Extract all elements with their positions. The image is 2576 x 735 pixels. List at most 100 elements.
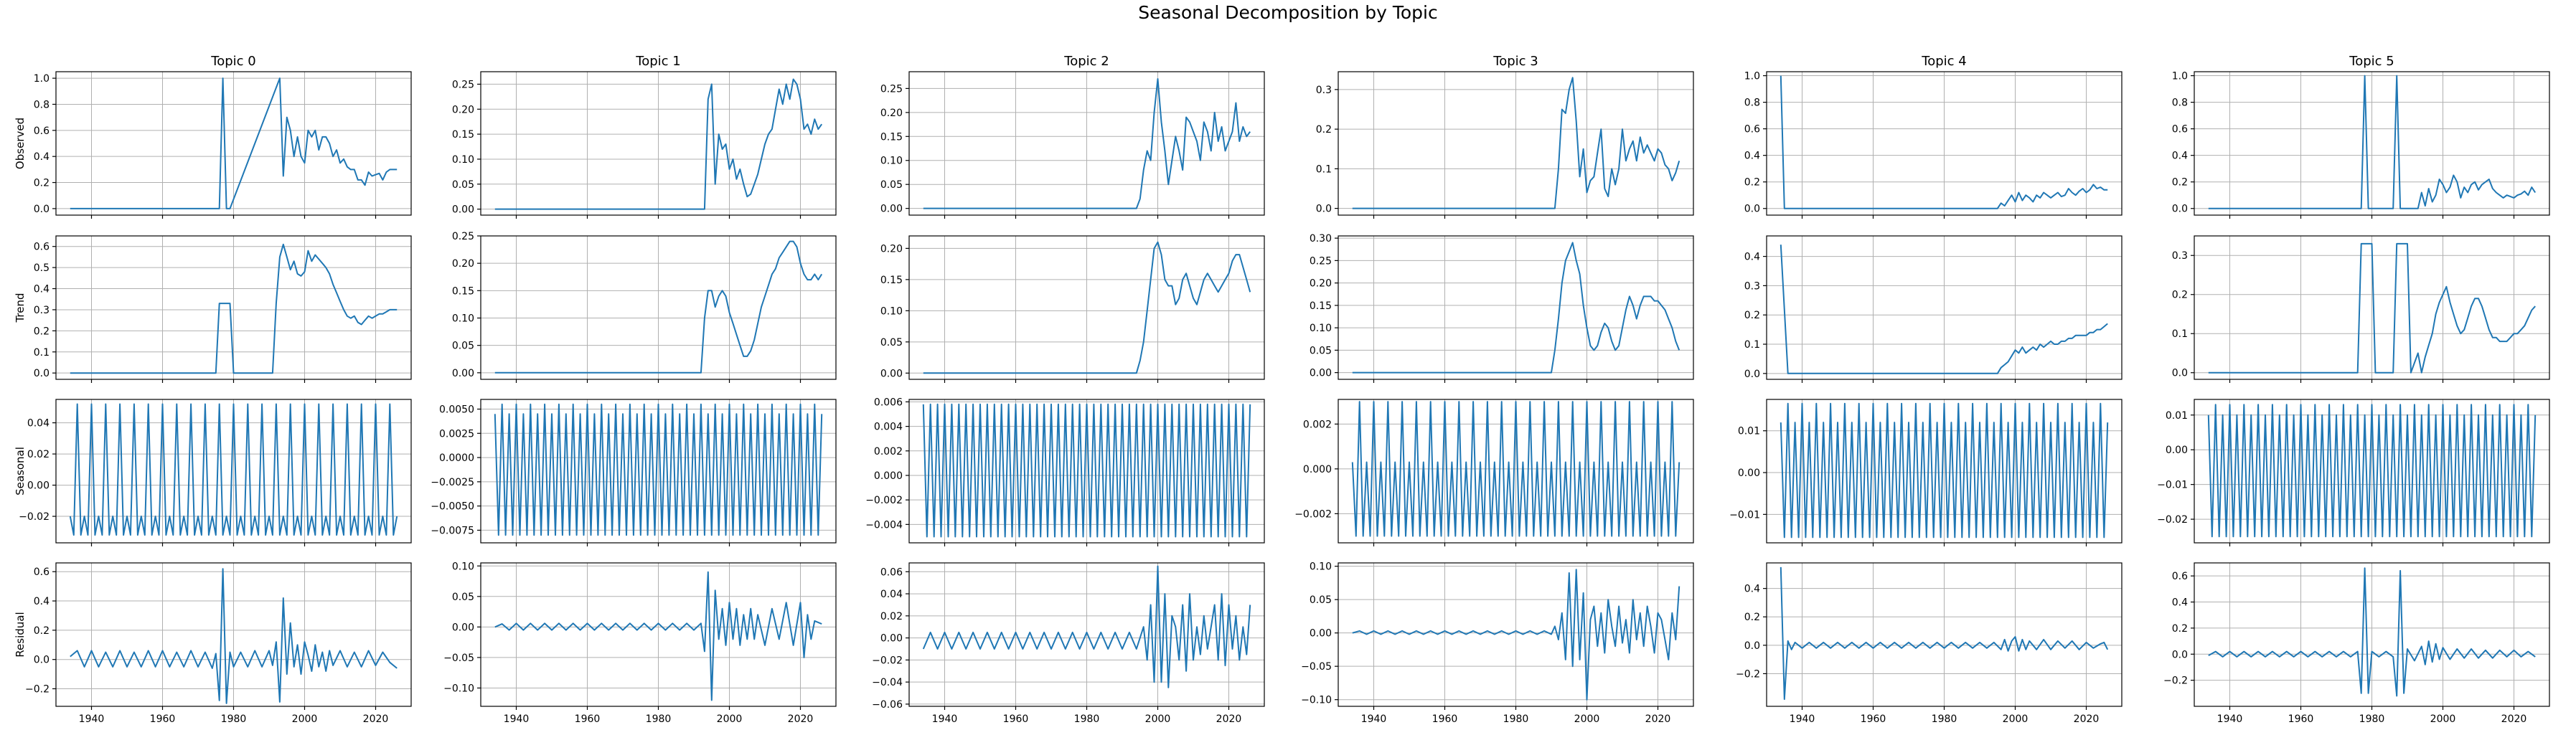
series-line-trend (2208, 242, 2536, 374)
y-tick-label: 0.10 (1310, 561, 1332, 573)
topic-title: Topic 1 (635, 54, 680, 69)
series-line-residual (2208, 567, 2536, 697)
x-tick-label: 1980 (1932, 713, 1957, 725)
y-tick-label: 0.01 (2166, 410, 2188, 422)
y-tick-label: 0.20 (880, 108, 903, 119)
axes-frame (480, 562, 837, 707)
x-tick-label: 1960 (1432, 713, 1458, 725)
y-tick-label: −0.10 (1301, 695, 1332, 706)
axes-frame (480, 235, 837, 380)
panel-observed: 0.0 0.2 0.4 0.6 0.8 1.0 (1744, 71, 2123, 219)
row-label-seasonal: Seasonal (14, 447, 27, 495)
axes-frame (2194, 399, 2550, 544)
y-tick-label: −0.2 (25, 684, 50, 696)
y-tick-label: 1.0 (1744, 71, 1760, 82)
x-tick-label: 2000 (1574, 713, 1600, 725)
x-tick-label: 2000 (1145, 713, 1171, 725)
axes-frame (2194, 235, 2550, 380)
y-tick-label: 0.8 (1744, 98, 1760, 109)
y-tick-label: 0.002 (874, 446, 903, 457)
y-tick-label: 0.15 (880, 131, 903, 143)
panel-seasonal: −0.002 0.000 0.002 (1294, 399, 1694, 546)
y-tick-label: 0.25 (1310, 255, 1332, 267)
x-tick-label: 1940 (2217, 713, 2243, 725)
y-tick-label: −0.02 (2157, 514, 2188, 526)
axes-frame (1338, 235, 1694, 380)
y-tick-label: 0.25 (880, 83, 903, 95)
x-tick-label: 1940 (79, 713, 105, 725)
y-tick-label: 0.4 (1744, 151, 1760, 162)
y-tick-label: −0.05 (1301, 661, 1332, 673)
panel-residual: −0.06 −0.04 −0.02 0.00 0.02 0.04 0.06 1940 1960 1… (872, 562, 1265, 725)
x-tick-label: 1960 (2288, 713, 2314, 725)
x-tick-label: 1980 (221, 713, 247, 725)
y-tick-label: −0.002 (1294, 508, 1332, 520)
y-tick-label: 0.0 (2172, 204, 2188, 215)
y-tick-label: 0.6 (34, 242, 50, 253)
y-tick-label: 0.2 (34, 625, 50, 637)
topic-title: Topic 0 (210, 54, 255, 69)
y-tick-label: −0.02 (19, 511, 50, 523)
y-tick-label: −0.0075 (431, 525, 474, 536)
y-tick-label: 0.01 (1738, 426, 1760, 437)
y-tick-label: 0.8 (34, 99, 50, 110)
axes-frame (908, 71, 1265, 216)
series-line-seasonal (494, 403, 823, 536)
y-tick-label: −0.01 (2157, 480, 2188, 491)
panel-seasonal: −0.02 −0.01 0.00 0.01 (2157, 399, 2550, 546)
y-tick-label: 0.05 (452, 592, 474, 603)
series-line-seasonal (1351, 401, 1680, 537)
panel-trend: 0.0 0.1 0.2 0.3 0.4 (1744, 235, 2123, 383)
series-line-residual (1780, 566, 2109, 701)
y-tick-label: 0.25 (452, 231, 474, 242)
x-tick-label: 1980 (2359, 713, 2385, 725)
y-tick-label: −0.04 (872, 677, 903, 688)
axes-frame (1338, 399, 1694, 544)
panel-observed: 0.0 0.2 0.4 0.6 0.8 1.0 (2172, 71, 2550, 219)
y-tick-label: 0.0 (2172, 368, 2188, 379)
figure-title: Seasonal Decomposition by Topic (1138, 2, 1437, 23)
y-tick-label: 0.00 (452, 368, 474, 379)
series-line-seasonal (69, 403, 398, 536)
axes-frame (55, 235, 412, 380)
panel-observed: 0.00 0.05 0.10 0.15 0.20 0.25 (880, 71, 1265, 219)
y-tick-label: 0.05 (1310, 345, 1332, 356)
y-tick-label: −0.01 (1729, 509, 1760, 521)
y-tick-label: 0.3 (1316, 85, 1332, 96)
y-tick-label: 0.000 (1303, 464, 1332, 475)
panel-seasonal: −0.004 −0.002 0.000 0.002 0.004 0.006 (865, 397, 1265, 546)
panel-observed: 0.0 0.2 0.4 0.6 0.8 1.0 (34, 71, 412, 219)
panel-residual: −0.10 −0.05 0.00 0.05 0.10 1940 1960 1980 2000 20… (443, 561, 837, 725)
row-label-observed: Observed (14, 118, 27, 169)
y-tick-label: 1.0 (2172, 71, 2188, 82)
y-tick-label: 0.6 (34, 566, 50, 578)
y-tick-label: 0.8 (2172, 98, 2188, 109)
y-tick-label: 0.3 (34, 305, 50, 316)
x-tick-label: 2020 (788, 713, 814, 725)
axes-frame (1338, 71, 1694, 216)
row-label-residual: Residual (14, 612, 27, 657)
axes-frame (908, 562, 1265, 707)
y-tick-label: 0.10 (452, 154, 474, 166)
y-tick-label: 0.2 (1316, 124, 1332, 136)
y-tick-label: 0.25 (452, 79, 474, 90)
y-tick-label: 0.00 (1310, 368, 1332, 379)
y-tick-label: 0.4 (34, 151, 50, 163)
panel-residual: −0.2 0.0 0.2 0.4 0.6 1940 1960 1980 2000 2020 (25, 562, 412, 725)
y-tick-label: 0.02 (880, 611, 903, 622)
x-tick-label: 2000 (292, 713, 318, 725)
series-line-observed (2208, 75, 2537, 209)
y-tick-label: −0.0050 (431, 501, 474, 513)
series-line-trend (923, 241, 1251, 374)
y-tick-label: 0.1 (34, 347, 50, 359)
y-tick-label: −0.0025 (431, 477, 474, 488)
x-tick-label: 1940 (1790, 713, 1815, 725)
series-line-trend (1352, 242, 1680, 374)
series-line-observed (494, 78, 823, 210)
series-line-trend (70, 243, 398, 374)
y-tick-label: 0.6 (1744, 124, 1760, 136)
y-tick-label: 0.4 (2172, 151, 2188, 162)
y-tick-label: −0.002 (865, 495, 903, 506)
